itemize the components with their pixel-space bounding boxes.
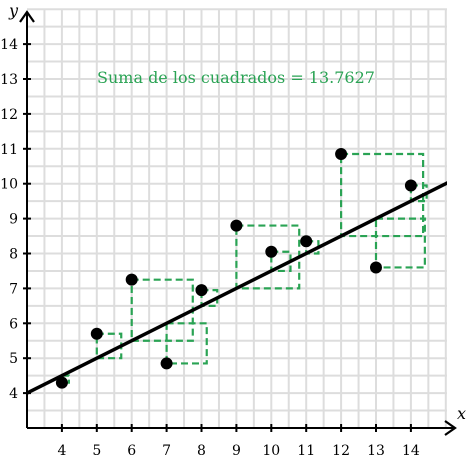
x-tick-label: 10 — [262, 443, 280, 459]
data-point — [230, 219, 243, 232]
data-points — [55, 148, 417, 389]
y-tick-label: 11 — [0, 142, 18, 158]
data-point — [125, 273, 138, 286]
x-axis-label: x — [457, 404, 466, 423]
y-tick-label: 10 — [0, 177, 18, 193]
data-point — [300, 235, 313, 248]
y-tick-label: 4 — [9, 386, 18, 402]
residual-square — [305, 240, 320, 255]
x-tick-label: 14 — [402, 443, 420, 459]
x-tick-label: 13 — [367, 443, 385, 459]
x-tick-label: 9 — [232, 443, 241, 459]
y-tick-label: 13 — [0, 72, 18, 88]
x-tick-label: 4 — [57, 443, 66, 459]
grid — [27, 8, 447, 428]
regression-line — [27, 181, 447, 396]
data-point — [90, 327, 103, 340]
x-tick-label: 8 — [197, 443, 206, 459]
y-tick-label: 6 — [9, 316, 18, 332]
data-point — [370, 261, 382, 274]
y-tick-label: 7 — [9, 281, 18, 297]
residual-square — [165, 322, 208, 365]
sum-of-squares-annotation: Suma de los cuadrados = 13.7627 — [97, 68, 375, 87]
y-axis-label: y — [8, 1, 19, 20]
y-tick-label: 9 — [9, 212, 18, 228]
y-axis-arrow — [19, 10, 35, 23]
x-tick-label: 12 — [332, 443, 350, 459]
data-point — [160, 357, 173, 370]
x-tick-label: 6 — [127, 443, 136, 459]
y-tick-label: 12 — [0, 107, 18, 123]
x-tick-label: 5 — [92, 443, 101, 459]
x-axis-arrow — [444, 420, 457, 436]
tick-labels: 4 5 6 7 8 9 10 11 12 13 14 4 5 6 7 8 9 10 11 12 13 14 — [0, 37, 420, 459]
data-point — [195, 284, 208, 297]
x-tick-label: 11 — [297, 443, 315, 459]
residual-square — [374, 217, 426, 269]
y-tick-label: 8 — [9, 247, 18, 263]
data-point — [404, 179, 417, 192]
regression-line-group — [27, 181, 447, 396]
x-tick-label: 7 — [162, 443, 171, 459]
data-point — [335, 148, 348, 161]
y-tick-label: 14 — [0, 37, 18, 53]
data-point — [265, 245, 278, 258]
data-point — [55, 376, 68, 389]
y-tick-label: 5 — [9, 351, 18, 367]
